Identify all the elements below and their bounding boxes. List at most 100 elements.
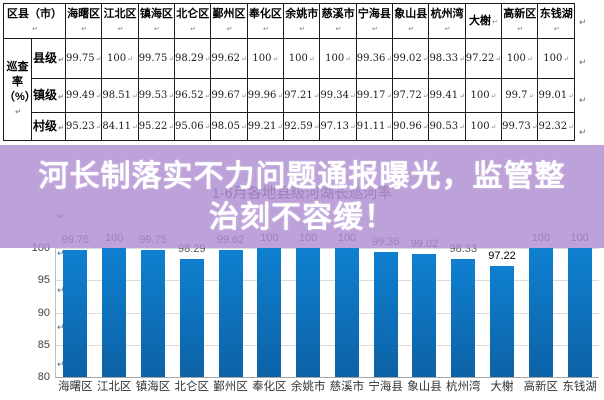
table-column-header: 江北区↵ (101, 3, 139, 39)
table-cell: 99.21↵ (246, 112, 285, 141)
cell-return-mark: ↵ (308, 55, 315, 63)
patrol-rate-table: 区县（市）↵ 海曙区↵ 江北区↵ 镇海区↵ 北仑区↵ 鄞州区↵ 奉化区↵ 余姚市↵ 慈溪市↵ 宁海… (3, 3, 575, 141)
x-axis-category-label: 江北区 (96, 381, 132, 393)
bar-fill (140, 249, 165, 377)
bar-fill (296, 248, 321, 377)
row-group-label: 巡查率（%）↵ (3, 38, 32, 141)
table-cell: 98.05↵ (210, 112, 248, 141)
cell-return-mark: ↵ (58, 57, 64, 64)
table-cell: 95.06↵ (174, 112, 212, 141)
cell-return-mark: ↵ (127, 55, 133, 63)
table-cell: 97.22↵ (464, 38, 503, 79)
table-column-header: 东钱湖↵ (537, 3, 575, 39)
table-cell: 92.59↵ (283, 112, 321, 141)
bar-fill (490, 265, 515, 377)
cell-return-mark: ↵ (299, 26, 306, 33)
chart-plot-area: 1009590858099.75海曙区100江北区99.75镇海区98.29北仑… (32, 233, 599, 393)
headline-banner: 河长制落实不力问题通报曝光，监管整治刻不容缓！ (0, 145, 604, 248)
table-corner-cell: 区县（市）↵ (3, 3, 66, 39)
y-axis-tick-label: 80 (37, 371, 50, 383)
table-cell: 92.32↵ (537, 112, 575, 141)
cell-return-mark: ↵ (528, 92, 535, 100)
cell-return-mark: ↵ (563, 55, 570, 63)
chart-gridline (56, 312, 599, 314)
cell-return-mark: ↵ (490, 92, 497, 100)
headline-text: 河长制落实不力问题通报曝光，监管整治刻不容缓！ (38, 159, 566, 234)
table-cell: 100↵ (101, 38, 139, 79)
bar-fill (373, 252, 398, 377)
table-cell: 100↵ (537, 38, 575, 79)
cell-return-mark: ↵ (95, 55, 102, 63)
paragraph-mark: ↵ (579, 127, 587, 137)
table-column-header: 余姚市↵ (283, 3, 321, 39)
table-cell: 100↵ (464, 78, 503, 113)
bar-fill (257, 248, 282, 377)
cell-return-mark: ↵ (459, 55, 465, 63)
cell-return-mark: ↵ (168, 123, 175, 131)
cell-return-mark: ↵ (531, 123, 538, 131)
table-column-header: 镇海区↵ (137, 3, 176, 39)
bar (567, 248, 592, 377)
table-cell: 99.67↵ (210, 78, 248, 113)
table-cell: 95.23↵ (64, 112, 103, 141)
table-column-header: 大榭↵ (464, 3, 503, 39)
cell-return-mark: ↵ (277, 123, 284, 131)
cell-return-mark: ↵ (81, 26, 88, 33)
cell-return-mark: ↵ (371, 26, 378, 33)
table-cell: 90.53↵ (428, 112, 466, 141)
cell-return-mark: ↵ (204, 55, 211, 63)
y-axis-tick-label: 95 (37, 274, 50, 287)
cell-return-mark: ↵ (350, 123, 356, 131)
cell-return-mark: ↵ (526, 55, 533, 63)
cell-return-mark: ↵ (58, 125, 64, 132)
cell-return-mark: ↵ (459, 123, 465, 131)
bar (296, 248, 321, 377)
row-label: 县级↵ (31, 38, 66, 79)
paragraph-mark: ↵ (57, 285, 65, 295)
cell-return-mark: ↵ (422, 55, 429, 63)
chart-gridline (56, 280, 599, 282)
x-axis-category-label: 象山县 (407, 381, 442, 393)
bar-fill (567, 248, 592, 377)
bar-fill (451, 258, 476, 377)
cell-return-mark: ↵ (444, 26, 451, 33)
table-cell: 95.22↵ (137, 112, 176, 141)
bar (140, 249, 165, 377)
cell-return-mark: ↵ (277, 92, 284, 100)
y-axis-tick-label: 100 (31, 242, 50, 254)
cell-return-mark: ↵ (168, 55, 175, 63)
bar (528, 248, 553, 377)
cell-return-mark: ↵ (190, 26, 197, 33)
cell-return-mark: ↵ (517, 26, 524, 33)
paragraph-mark: ↵ (57, 322, 65, 332)
cell-return-mark: ↵ (131, 123, 138, 131)
table-cell: 96.52↵ (174, 78, 212, 113)
row-label: 村级↵ (31, 112, 66, 141)
table-cell: 98.33↵ (428, 38, 466, 79)
table-column-header: 宁海县↵ (355, 3, 394, 39)
cell-return-mark: ↵ (131, 92, 138, 100)
paragraph-mark: ↵ (579, 57, 587, 67)
table-cell: 99.41↵ (428, 78, 466, 113)
table-cell: 84.11↵ (101, 112, 139, 141)
paragraph-mark: ↵ (579, 95, 587, 105)
table-column-header: 海曙区↵ (64, 3, 103, 39)
cell-return-mark: ↵ (262, 26, 269, 33)
table-cell: 99.49↵ (64, 78, 103, 113)
bar (334, 248, 359, 377)
bar-data-label: 98.29 (177, 243, 206, 256)
x-axis-category-label: 北仑区 (174, 381, 209, 393)
chart-gridline (56, 248, 599, 249)
y-axis-tick-label: 90 (37, 306, 50, 319)
table-cell: 99.96↵ (246, 78, 285, 113)
bar-fill (179, 259, 204, 377)
cell-return-mark: ↵ (490, 123, 497, 131)
bar (218, 250, 243, 377)
table-cell: 99.53↵ (137, 78, 176, 113)
table-cell: 99.75↵ (64, 38, 103, 79)
bar (412, 254, 437, 377)
cell-return-mark: ↵ (345, 55, 352, 63)
table-cell: 100↵ (246, 38, 285, 79)
x-axis-category-label: 大榭 (490, 381, 514, 393)
